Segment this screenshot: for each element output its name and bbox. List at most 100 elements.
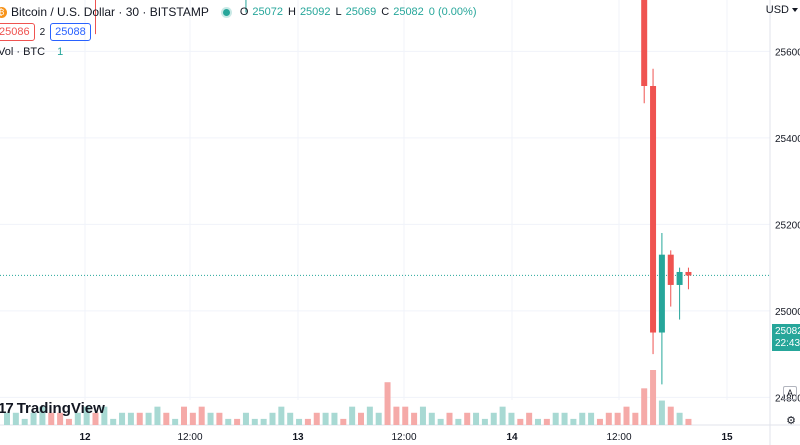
open-value: 25072 (252, 6, 283, 18)
currency-selector[interactable]: USD (766, 4, 798, 16)
price-tick: 25600 (775, 47, 800, 58)
candle (95, 0, 96, 35)
last-price-value: 25082 (775, 326, 800, 337)
volume-bar (322, 412, 329, 425)
volume-bar (251, 418, 258, 425)
time-tick: 14 (506, 432, 518, 443)
price-axis: 2480025000252002540025600258002600026200… (775, 47, 800, 404)
volume-bar (526, 412, 533, 425)
volume-label: Vol · BTC (0, 46, 46, 58)
auto-scale-icon[interactable]: A (783, 386, 797, 400)
volume-bar (57, 412, 64, 425)
volume-bar (402, 406, 409, 425)
volume-bar (535, 418, 541, 425)
volume-bar (614, 412, 621, 425)
volume-bar (269, 412, 276, 425)
volume-bar (154, 406, 161, 425)
volume-bar (331, 412, 338, 425)
volume-bar (110, 418, 117, 425)
time-tick: 12:00 (177, 432, 202, 443)
candle (667, 250, 674, 307)
price-tick: 25400 (775, 134, 800, 145)
volume-bar (65, 418, 72, 425)
volume-bar (92, 412, 99, 425)
volume-bar (304, 418, 311, 425)
candles (95, 0, 692, 385)
buy-button[interactable]: 25088 (50, 23, 91, 41)
volume-bar (517, 418, 524, 425)
candle-body (658, 254, 665, 333)
time-tick: 15 (721, 432, 733, 443)
volume-bar (366, 406, 373, 425)
candle-body (676, 271, 683, 285)
candle-body (667, 254, 674, 285)
price-tick: 25000 (775, 307, 800, 318)
change-value: 0 (0.00%) (428, 6, 477, 18)
volume-bar (172, 418, 179, 425)
candle (676, 267, 683, 320)
tradingview-logo[interactable]: 17 TradingView (0, 400, 105, 417)
volume-bar (83, 406, 90, 425)
volume-bar (242, 412, 249, 425)
bar-countdown: 22:43 (775, 338, 800, 349)
open-label: O (239, 6, 249, 18)
volume-bar (136, 412, 143, 425)
volume-bar (216, 412, 223, 425)
volume-bar (419, 406, 426, 425)
volume-bar (287, 412, 294, 425)
volume-bar (490, 412, 497, 425)
low-label: L (335, 6, 342, 18)
volume-bar (393, 406, 400, 425)
volume-bar (74, 412, 81, 425)
volume-bar (579, 412, 586, 425)
market-status-icon (222, 8, 230, 16)
gear-icon[interactable]: ⚙ (786, 415, 796, 427)
volume-bar (685, 418, 692, 425)
volume-bar (455, 418, 462, 425)
tradingview-logo-text: TradingView (16, 400, 105, 417)
volume-bar (481, 418, 488, 425)
candle-body (650, 86, 657, 333)
bitcoin-icon: ₿ (0, 6, 7, 18)
candle (650, 68, 657, 355)
volume-bar (189, 412, 196, 425)
volume-bar (127, 412, 134, 425)
volume-bar (12, 412, 19, 425)
volume-bar (198, 406, 205, 425)
volume-bar (30, 412, 37, 425)
tradingview-logo-mark: 17 (0, 400, 14, 417)
candle (641, 0, 648, 104)
volume-bar (340, 418, 347, 425)
volume-bar (358, 412, 364, 425)
volume-bar (658, 400, 665, 425)
volume-bar (464, 412, 471, 425)
high-label: H (287, 6, 296, 18)
volume-bar (21, 418, 28, 425)
candle (658, 233, 665, 385)
volume-bar (428, 412, 435, 425)
volume-bar (313, 412, 320, 425)
symbol-title[interactable]: Bitcoin / U.S. Dollar · 30 · BITSTAMP (11, 5, 209, 19)
volume-bar (225, 418, 232, 425)
volume-bar (349, 406, 356, 425)
price-tick: 24800 (775, 393, 800, 404)
volume-bar (207, 412, 214, 425)
candle-body (641, 0, 648, 87)
ohlc-values: O 25072 H 25092 L 25069 C 25082 0 (0.00%) (240, 6, 478, 18)
last-price-label: 25082 22:43 (772, 324, 800, 351)
volume-bar (570, 418, 577, 425)
volume-bar (145, 412, 152, 425)
candle-body (685, 271, 692, 276)
close-value: 25082 (393, 6, 424, 18)
volume-bar (260, 418, 267, 425)
time-tick: 12:00 (391, 432, 416, 443)
volume-bar (508, 412, 515, 425)
sell-button[interactable]: 25086 (0, 23, 35, 41)
volume-bars (4, 370, 692, 425)
volume-value: 1 (57, 46, 64, 58)
volume-bar (596, 418, 603, 425)
volume-bar (623, 406, 630, 425)
volume-legend[interactable]: Vol · BTC 1 (0, 46, 63, 58)
